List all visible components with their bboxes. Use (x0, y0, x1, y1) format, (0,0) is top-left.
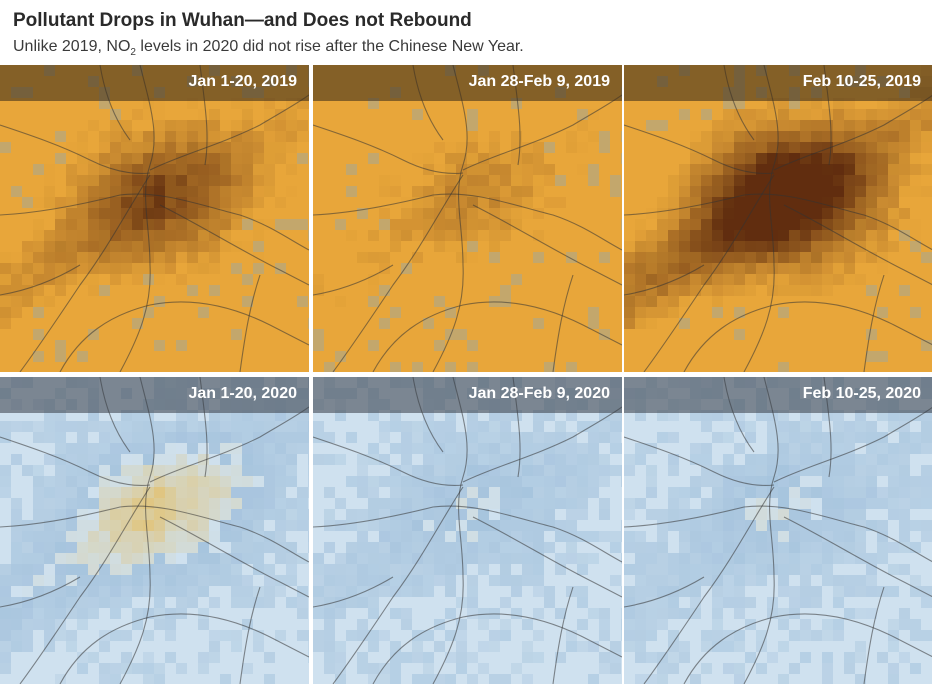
map-panel: Jan 28-Feb 9, 2020 (313, 377, 622, 684)
panel-label-band (313, 377, 622, 413)
map-panel: Feb 10-25, 2019 (624, 65, 932, 372)
no2-map (624, 65, 932, 372)
map-panel: Jan 28-Feb 9, 2019 (313, 65, 622, 372)
panel-label-band (0, 377, 309, 413)
panel-date-label: Jan 1-20, 2019 (188, 73, 297, 90)
figure-subtitle: Unlike 2019, NO2 levels in 2020 did not … (13, 38, 524, 59)
no2-map (624, 377, 932, 684)
no2-map (313, 65, 622, 372)
map-panel: Jan 1-20, 2019 (0, 65, 309, 372)
panel-label-band (624, 377, 932, 413)
panel-date-label: Feb 10-25, 2020 (802, 385, 921, 402)
panel-date-label: Feb 10-25, 2019 (802, 73, 921, 90)
panel-date-label: Jan 1-20, 2020 (188, 385, 297, 402)
panel-date-label: Jan 28-Feb 9, 2020 (468, 385, 610, 402)
no2-map (0, 65, 309, 372)
panel-label-band (313, 65, 622, 101)
panel-date-label: Jan 28-Feb 9, 2019 (468, 73, 610, 90)
map-panel: Feb 10-25, 2020 (624, 377, 932, 684)
map-panel: Jan 1-20, 2020 (0, 377, 309, 684)
figure-title: Pollutant Drops in Wuhan—and Does not Re… (13, 10, 472, 31)
panel-label-band (0, 65, 309, 101)
panel-label-band (624, 65, 932, 101)
no2-map (0, 377, 309, 684)
no2-map (313, 377, 622, 684)
